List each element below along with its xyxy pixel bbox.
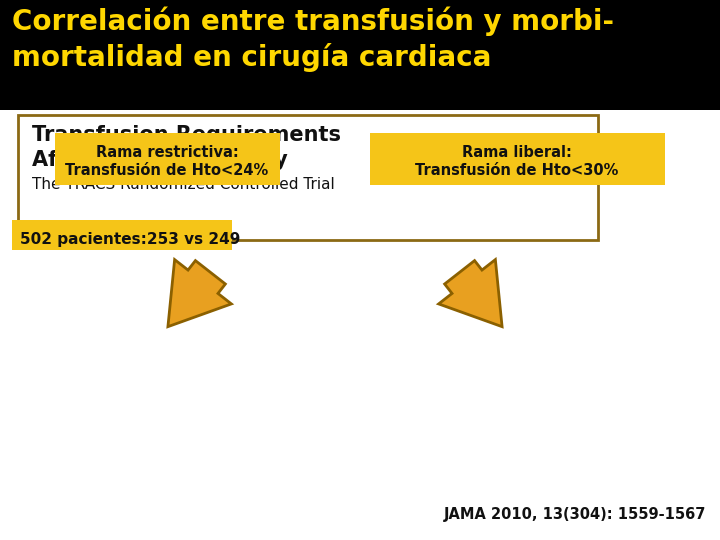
Polygon shape — [438, 260, 502, 327]
Text: Transfusión de Hto<24%: Transfusión de Hto<24% — [66, 163, 269, 178]
Text: Transfusion Requirements: Transfusion Requirements — [32, 125, 341, 145]
Text: 502 pacientes:253 vs 249: 502 pacientes:253 vs 249 — [20, 232, 240, 247]
Text: Correlación entre transfusión y morbi-: Correlación entre transfusión y morbi- — [12, 7, 614, 37]
FancyBboxPatch shape — [370, 133, 665, 185]
Text: Transfusión de Hto<30%: Transfusión de Hto<30% — [415, 163, 618, 178]
Text: mortalidad en cirugía cardiaca: mortalidad en cirugía cardiaca — [12, 43, 491, 72]
FancyBboxPatch shape — [55, 133, 280, 185]
FancyBboxPatch shape — [18, 115, 598, 240]
FancyBboxPatch shape — [12, 220, 232, 250]
FancyBboxPatch shape — [0, 110, 720, 540]
FancyBboxPatch shape — [0, 0, 720, 110]
Text: After Cardiac Surgery: After Cardiac Surgery — [32, 150, 288, 170]
Text: JAMA 2010, 13(304): 1559-1567: JAMA 2010, 13(304): 1559-1567 — [444, 507, 706, 522]
Text: The TRACS Randomized Controlled Trial: The TRACS Randomized Controlled Trial — [32, 177, 335, 192]
Polygon shape — [168, 260, 231, 327]
Text: Rama liberal:: Rama liberal: — [462, 145, 572, 160]
Text: Rama restrictiva:: Rama restrictiva: — [96, 145, 238, 160]
